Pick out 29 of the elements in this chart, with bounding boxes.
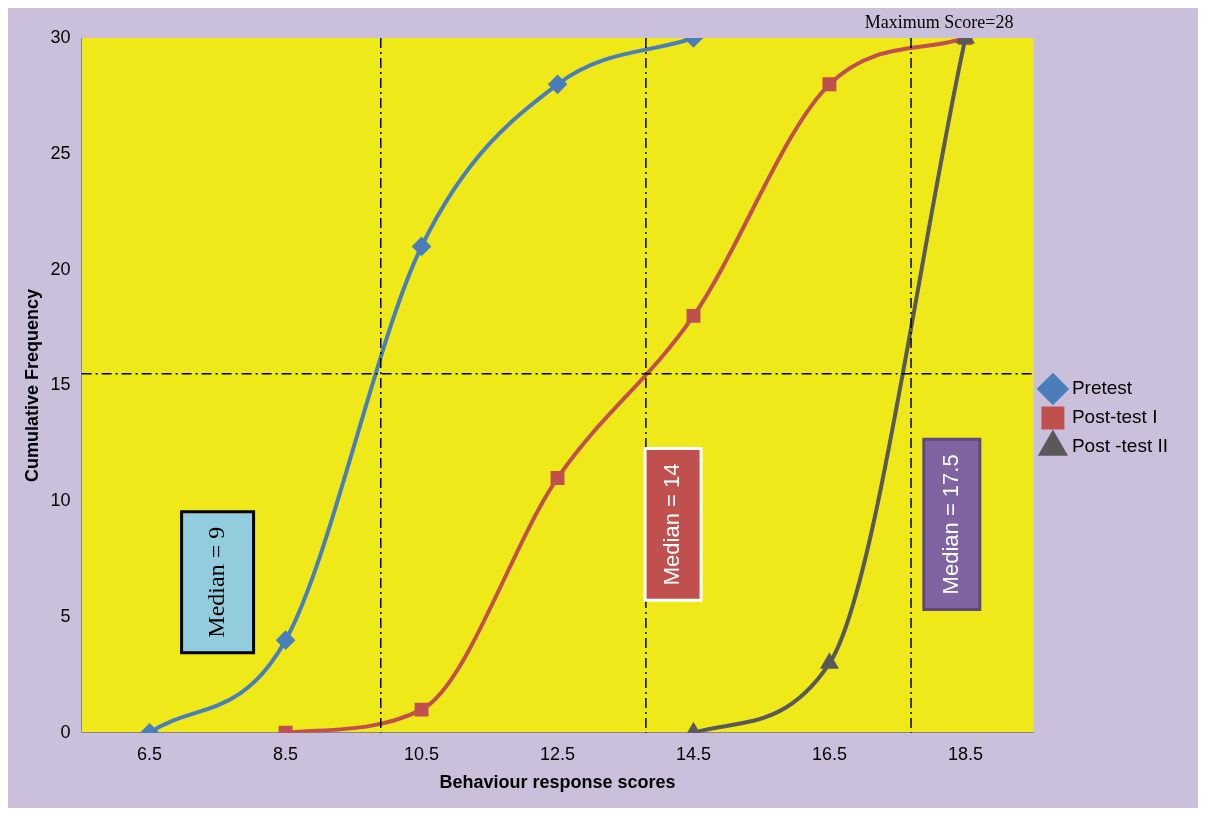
legend-label: Post-test I xyxy=(1071,406,1158,428)
point xyxy=(412,237,431,256)
legend-label: Post -test II xyxy=(1071,435,1169,457)
x-axis-title: Behaviour response scores xyxy=(439,772,676,793)
x-tick-label: 6.5 xyxy=(137,743,163,764)
y-tick-label: 30 xyxy=(50,26,71,47)
annotation: Median = 9 xyxy=(202,526,229,638)
y-tick-label: 25 xyxy=(50,142,71,163)
y-axis-title: Cumulative Frequency xyxy=(21,288,42,482)
x-tick-label: 10.5 xyxy=(404,743,440,764)
y-tick-label: 20 xyxy=(50,258,71,279)
y-tick-label: 5 xyxy=(60,605,71,626)
point xyxy=(548,75,567,94)
x-tick-label: 14.5 xyxy=(675,743,712,764)
x-tick-label: 18.5 xyxy=(947,743,983,764)
y-tick-label: 0 xyxy=(60,721,71,742)
x-tick-label: 16.5 xyxy=(811,743,847,764)
x-tick-label: 8.5 xyxy=(273,743,299,764)
legend-label: Pretest xyxy=(1071,377,1133,399)
annotation: Median = 14 xyxy=(659,463,685,586)
annotation: Median = 17.5 xyxy=(937,454,963,595)
point xyxy=(686,308,701,323)
text: Maximum Score=28 xyxy=(864,11,1014,32)
point xyxy=(822,77,837,92)
y-tick-label: 15 xyxy=(50,374,71,395)
x-tick-label: 12.5 xyxy=(539,743,576,764)
y-tick-label: 10 xyxy=(50,490,71,511)
point xyxy=(550,471,565,485)
point xyxy=(821,654,838,669)
